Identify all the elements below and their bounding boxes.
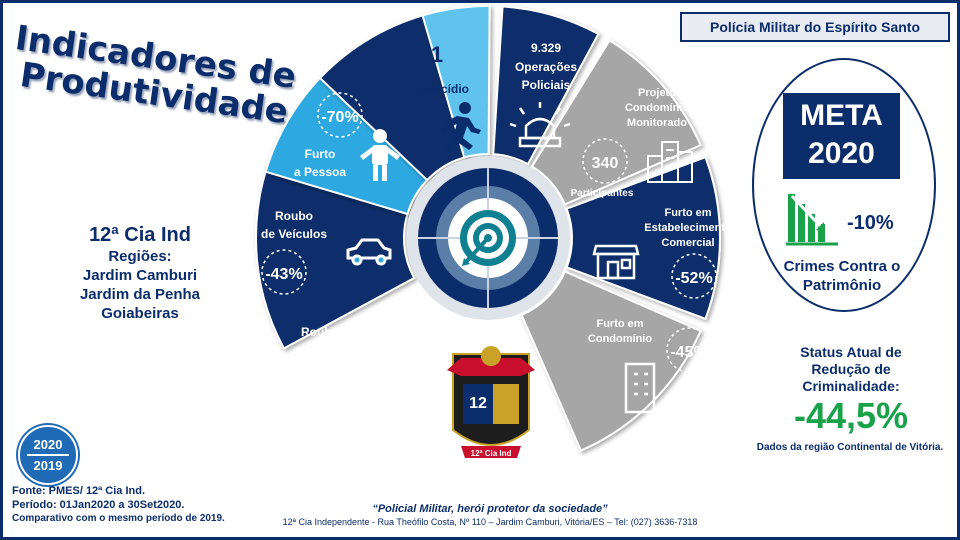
sector-condominio-monitorado (530, 39, 702, 206)
sector-homicidio (421, 5, 491, 159)
goal-box: META 2020 (783, 93, 900, 179)
person-shrug-icon (360, 314, 400, 366)
furto-pessoa-label-1: Furto (305, 147, 336, 161)
status-value: -44,5% (793, 395, 909, 436)
goal-category-line-2: Patrimônio (802, 277, 882, 294)
furto-condominio-label-1: Furto em (596, 318, 643, 330)
region-item: Jardim da Penha (79, 286, 201, 303)
homicidio-label: Homicídio (411, 82, 469, 96)
siren-icon (509, 102, 571, 148)
value-ring (301, 366, 347, 412)
footer-source: Fonte: PMES/ 12ª Cia Ind. Período: 01Jan… (12, 484, 225, 526)
emblem-banner: 12ª Cia Ind (471, 449, 512, 458)
goal-oval (752, 58, 936, 312)
buildings-icon (647, 141, 693, 183)
source-text: Fonte: PMES/ 12ª Cia Ind. (12, 485, 146, 497)
goal-reduction: -10% (847, 212, 894, 234)
sector-operacoes (492, 5, 600, 166)
status-label: Status Atual de Redução de Criminalidade… (768, 344, 934, 395)
roubo-veiculos-label-1: Roubo (275, 209, 313, 223)
comparison-text: Comparativo com o mesmo período de 2019. (12, 513, 225, 524)
value-ring (666, 327, 712, 373)
roubo-pessoa-label-1: Roubo (301, 325, 339, 339)
unit-emblem: 12 12ª Cia Ind (447, 346, 535, 458)
organization-name: Polícia Militar do Espírito Santo (709, 19, 921, 35)
roubo-veiculos-label-2: de Veículos (261, 227, 327, 241)
goal-category: Crimes Contra o Patrimônio (770, 257, 914, 295)
organization-header: Polícia Militar do Espírito Santo (680, 12, 950, 42)
target-icon (460, 210, 516, 266)
status-line-2: Redução de (811, 361, 891, 377)
condominio-monitorado-sublabel: Participantes (571, 188, 634, 199)
unit-name: 12ª Cia Ind (89, 224, 191, 246)
years-comparison-badge: 2020 2019 (18, 425, 78, 485)
period-text: Período: 01Jan2020 a 30Set2020. (12, 499, 185, 511)
value-ring (261, 249, 307, 295)
homicidio-value: 1 (431, 42, 443, 67)
operacoes-value: 9.329 (531, 41, 561, 55)
year-current: 2020 (33, 437, 63, 452)
region-item: Goiabeiras (101, 305, 179, 322)
person-shrug-icon (360, 129, 400, 181)
operacoes-label-1: Operações (515, 60, 577, 74)
condominio-monitorado-label-2: Condomínio (625, 102, 689, 114)
goal-line-1: META (800, 99, 883, 132)
car-icon (346, 238, 392, 266)
value-ring (317, 92, 363, 138)
condominio-monitorado-label-3: Monitorado (627, 117, 687, 129)
condominio-monitorado-label-1: Projeto (638, 87, 676, 99)
furto-pessoa-label-2: a Pessoa (294, 165, 346, 179)
operacoes-label-2: Policiais (522, 78, 571, 92)
furto-comercial-label-3: Comercial (661, 237, 714, 249)
furto-pessoa-value: -70% (321, 109, 358, 126)
regions-label: Regiões: (108, 248, 172, 265)
condominio-monitorado-value: 340 (592, 155, 619, 172)
furto-comercial-label-1: Furto em (664, 207, 711, 219)
furto-condominio-value: -45% (670, 344, 707, 361)
goal-category-line-1: Crimes Contra o (783, 258, 901, 275)
year-previous: 2019 (33, 458, 63, 473)
roubo-pessoa-value: -59% (305, 383, 342, 400)
slogan-quote: “Policial Militar, herói protetor da soc… (372, 503, 608, 515)
address-text: 12ª Cia Independente - Rua Theófilo Cost… (282, 517, 698, 527)
furto-condominio-label-2: Condomínio (588, 333, 652, 345)
wheel-sectors (255, 5, 721, 452)
status-note: Dados da região Continental de Vitória. (756, 442, 944, 453)
status-line-3: Criminalidade: (802, 378, 900, 394)
roubo-veiculos-value: -43% (265, 266, 302, 283)
building-icon (624, 362, 656, 414)
goal-line-2: 2020 (808, 137, 875, 170)
roubo-pessoa-label-2: a Pessoa (294, 343, 346, 357)
running-person-icon (441, 102, 481, 152)
emblem-number: 12 (469, 395, 487, 412)
value-ring (671, 253, 717, 299)
furto-comercial-value: -52% (675, 270, 712, 287)
region-item: Jardim Camburi (82, 267, 198, 284)
status-line-1: Status Atual de (800, 344, 902, 360)
value-ring (582, 138, 628, 184)
sector-furto-condominio (520, 270, 702, 452)
store-icon (592, 244, 640, 280)
unit-info: 12ª Cia Ind Regiões: Jardim Camburi Jard… (40, 224, 240, 323)
year-divider (27, 454, 69, 456)
furto-comercial-label-2: Estabelecimento (644, 222, 732, 234)
